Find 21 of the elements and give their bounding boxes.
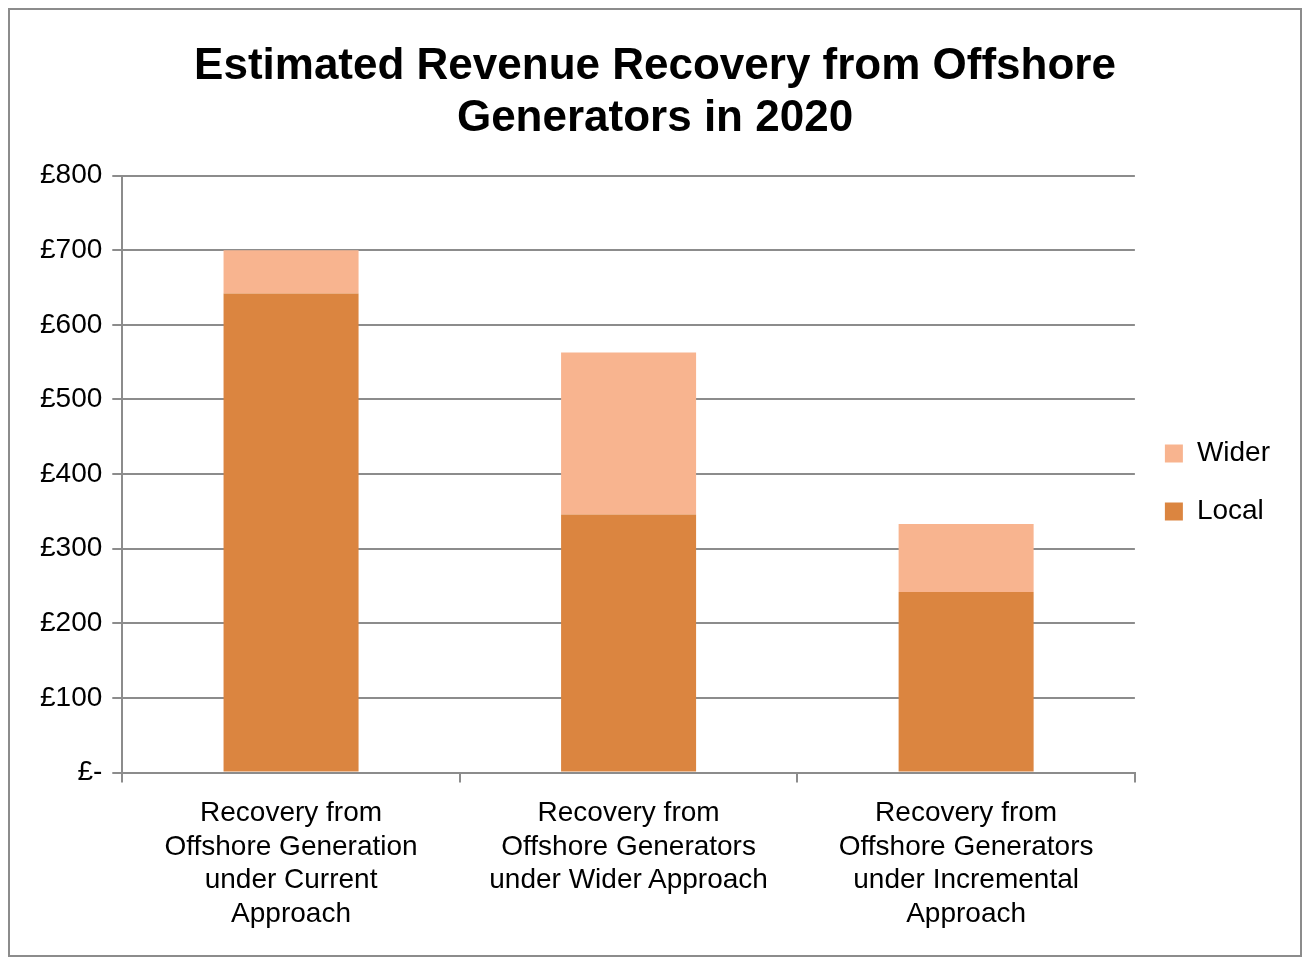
bar (898, 592, 1034, 772)
bar (223, 250, 359, 294)
y-tick-label: £200 (39, 606, 103, 638)
bar (898, 524, 1034, 593)
y-tick-label: £- (77, 755, 103, 787)
bar (561, 514, 697, 772)
y-tick-label: £100 (39, 680, 103, 712)
bar (223, 293, 359, 772)
x-tick-label: Recovery from Offshore Generators under Wider Approach (489, 796, 768, 895)
y-tick-label: £800 (39, 158, 103, 190)
y-tick-label: £400 (39, 456, 103, 488)
x-tick-label: Recovery from Offshore Generation under Current Approach (164, 796, 418, 928)
bar (561, 352, 697, 515)
legend-label: Wider (1196, 436, 1271, 468)
legend-label: Local (1196, 494, 1264, 526)
chart-title: Estimated Revenue Recovery from Offshore Generators in 2020 (194, 38, 1116, 141)
x-tick-label: Recovery from Offshore Generators under Incremental Approach (838, 796, 1094, 928)
y-tick-label: £500 (39, 382, 103, 414)
y-tick-label: £300 (39, 531, 103, 563)
y-tick-label: £700 (39, 232, 103, 264)
y-tick-label: £600 (39, 307, 103, 339)
